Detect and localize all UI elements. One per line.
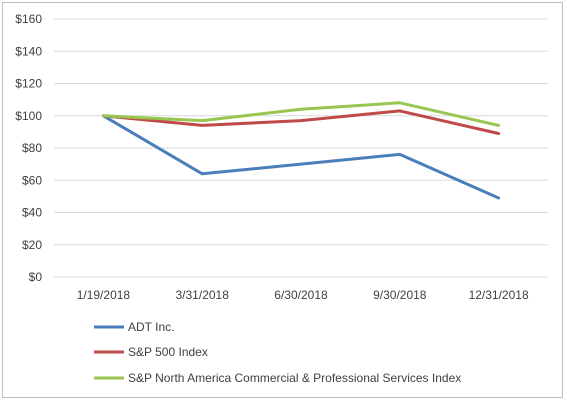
y-tick-label: $160 xyxy=(15,12,42,26)
gridlines xyxy=(54,18,548,278)
x-tick-label: 3/31/2018 xyxy=(176,288,230,302)
legend-label: S&P North America Commercial & Professio… xyxy=(128,371,461,385)
chart-frame xyxy=(2,2,563,398)
series-line-1 xyxy=(101,114,501,200)
y-tick-label: $120 xyxy=(15,77,42,91)
y-axis-tick-labels: $0 $20 $40 $60 $80 $100 $120 $140 $160 xyxy=(15,12,42,284)
x-tick-label: 1/19/2018 xyxy=(77,288,131,302)
y-tick-label: $140 xyxy=(15,44,42,58)
x-axis-tick-labels: 1/19/2018 3/31/2018 6/30/2018 9/30/2018 12/3… xyxy=(77,288,529,302)
series-line-2 xyxy=(101,109,501,135)
y-tick-label: $40 xyxy=(22,206,42,220)
x-tick-label: 6/30/2018 xyxy=(274,288,328,302)
legend: ADT Inc. S&P 500 Index S&P North America C… xyxy=(94,320,461,385)
y-tick-label: $60 xyxy=(22,173,42,187)
x-tick-label: 12/31/2018 xyxy=(469,288,529,302)
legend-label: S&P 500 Index xyxy=(128,345,208,359)
y-tick-label: $100 xyxy=(15,109,42,123)
x-tick-label: 9/30/2018 xyxy=(373,288,427,302)
legend-label: ADT Inc. xyxy=(128,320,174,334)
series-line-3 xyxy=(101,101,501,127)
y-tick-label: $80 xyxy=(22,141,42,155)
y-tick-label: $0 xyxy=(29,270,43,284)
series-lines xyxy=(101,101,501,200)
y-tick-label: $20 xyxy=(22,238,42,252)
